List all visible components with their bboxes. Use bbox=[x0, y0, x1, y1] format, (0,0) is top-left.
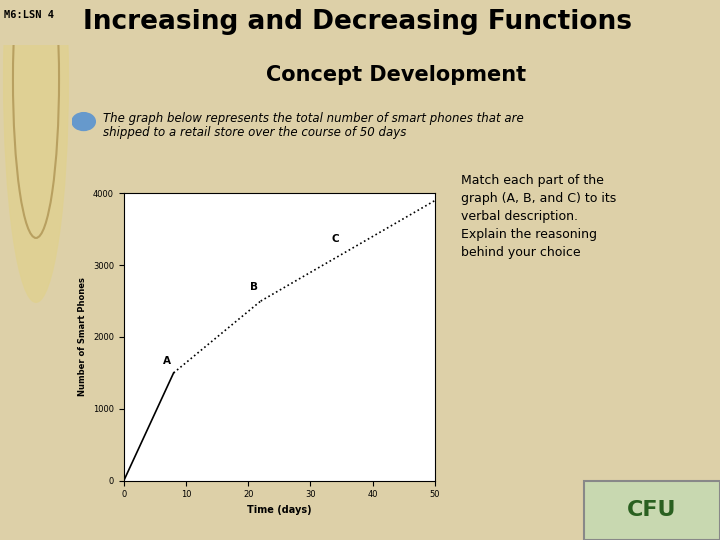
Text: C: C bbox=[331, 234, 339, 244]
Text: A: A bbox=[163, 356, 171, 366]
Text: CFU: CFU bbox=[627, 500, 677, 520]
Text: Concept Development: Concept Development bbox=[266, 65, 526, 85]
Text: Match each part of the
graph (A, B, and C) to its
verbal description.
Explain th: Match each part of the graph (A, B, and … bbox=[461, 173, 616, 259]
Text: The graph below represents the total number of smart phones that are: The graph below represents the total num… bbox=[103, 112, 524, 125]
Text: Increasing and Decreasing Functions: Increasing and Decreasing Functions bbox=[83, 9, 632, 36]
Text: shipped to a retail store over the course of 50 days: shipped to a retail store over the cours… bbox=[103, 126, 407, 139]
X-axis label: Time (days): Time (days) bbox=[247, 505, 312, 515]
Text: B: B bbox=[251, 282, 258, 293]
Circle shape bbox=[4, 0, 68, 302]
FancyBboxPatch shape bbox=[584, 481, 720, 540]
Circle shape bbox=[72, 113, 95, 131]
Text: M6:LSN 4: M6:LSN 4 bbox=[4, 10, 53, 20]
Y-axis label: Number of Smart Phones: Number of Smart Phones bbox=[78, 278, 87, 396]
